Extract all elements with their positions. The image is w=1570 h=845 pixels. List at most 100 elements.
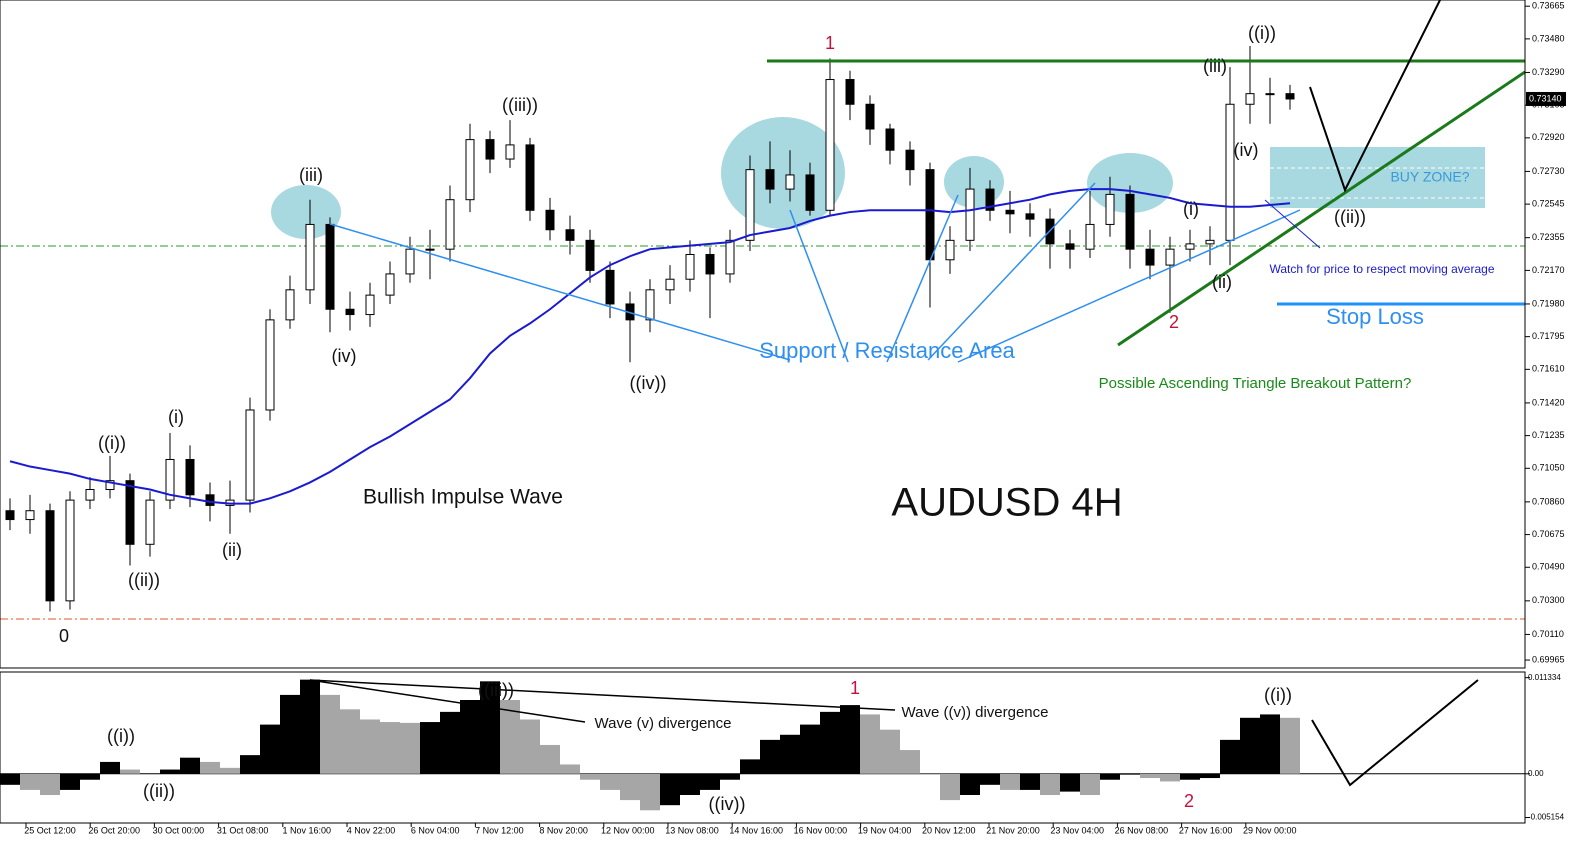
histogram-bar [1260,714,1280,774]
candle-body [985,188,995,211]
pointer-line [957,209,1301,363]
histogram-bar [720,773,740,780]
annotation: 1 [825,33,835,53]
candle-body [505,144,515,160]
candle-body [85,489,95,501]
annotation: (i) [168,407,184,427]
pointer-line [789,209,849,363]
histogram-bar [900,750,920,774]
trend-line [1117,70,1526,347]
histogram-bar [1180,773,1200,780]
histogram-bar [380,722,400,774]
annotation: (ii) [1212,272,1232,292]
y-tick-label: 0.70490 [1532,562,1565,572]
candle-body [565,229,575,241]
candle-body [525,144,535,211]
y-tick-label: 0.72920 [1532,132,1565,142]
candle-body [1245,93,1255,105]
histogram-bar [920,773,940,775]
y-tick-label: 0.71235 [1532,430,1565,440]
pointer-line [329,223,791,361]
candle-body [1125,193,1135,250]
candle-body [1065,243,1075,250]
pointer-line [927,182,1096,361]
candle-body [485,139,495,160]
y-tick-label: 0.70860 [1532,496,1565,506]
histogram-bar [260,724,280,774]
candle-body [805,174,815,211]
candle-body [1285,93,1295,100]
annotation: ((i)) [107,726,135,746]
annotation: ((ii)) [128,570,160,590]
histogram-bar [40,773,60,796]
y-tick-label: 0.72170 [1532,265,1565,275]
main-frame [0,0,1526,669]
candle-body [45,510,55,602]
candle-body [205,494,215,506]
histogram-bar [1120,773,1140,775]
x-tick-label: 1 Nov 16:00 [283,825,332,835]
y-tick-label: 0.73290 [1532,67,1565,77]
candle-body [1165,248,1175,266]
annotation: BUY ZONE? [1390,169,1469,185]
pointer-line [1264,199,1321,249]
y-tick-label: 0.011334 [1528,673,1561,682]
histogram-bar [480,681,500,774]
annotation: 2 [1169,312,1179,332]
histogram-bar [440,711,460,774]
y-tick-label: 0.72355 [1532,232,1565,242]
candle-body [705,253,715,275]
y-tick-label: 0.70300 [1532,595,1565,605]
annotation: (iv) [1234,140,1259,160]
x-tick-label: 23 Nov 04:00 [1050,825,1104,835]
histogram-bar [940,773,960,801]
annotation: (i) [1183,199,1199,219]
histogram-bar [160,769,180,774]
x-tick-label: 20 Nov 12:00 [922,825,976,835]
annotation: (iv) [332,346,357,366]
y-tick-label: 0.71420 [1532,397,1565,407]
histogram-bar [120,769,140,774]
histogram-bar [780,734,800,774]
y-tick-label: 0.00 [1528,769,1544,778]
candle-body [405,248,415,275]
y-tick-label: -0.005154 [1528,813,1565,822]
y-tick-label: 0.71610 [1532,364,1565,374]
current-price-box [1526,91,1566,106]
candle-body [245,409,255,501]
candle-body [585,239,595,271]
candle-body [825,79,835,211]
histogram-bar [220,767,240,774]
histogram-bar [740,759,760,774]
x-tick-label: 30 Oct 00:00 [153,825,205,835]
candle-body [185,458,195,496]
y-tick-label: 0.72545 [1532,198,1565,208]
histogram-bar [760,739,780,774]
candle-body [445,199,455,250]
histogram-bar [1000,773,1020,790]
x-tick-label: 27 Nov 16:00 [1179,825,1233,835]
x-tick-label: 16 Nov 00:00 [794,825,848,835]
candle-body [725,239,735,275]
candle-body [865,103,875,130]
histogram-bar [340,709,360,774]
annotation: (iii) [1203,56,1227,76]
annotation: Watch for price to respect moving averag… [1270,262,1495,276]
histogram-bar [820,711,840,774]
zone-circle [271,185,341,239]
candle-body [605,269,615,305]
candle-body [365,294,375,316]
histogram-bar [700,773,720,790]
histogram-bar [680,773,700,796]
y-tick-label: 0.71980 [1532,298,1565,308]
histogram-bar [0,773,20,785]
candle-body [145,499,155,545]
annotation: Possible Ascending Triangle Breakout Pat… [1099,375,1412,392]
y-tick-label: 0.70110 [1532,629,1564,639]
x-tick-label: 19 Nov 04:00 [858,825,912,835]
candle-body [1105,193,1115,225]
histogram-bar [1280,717,1300,774]
